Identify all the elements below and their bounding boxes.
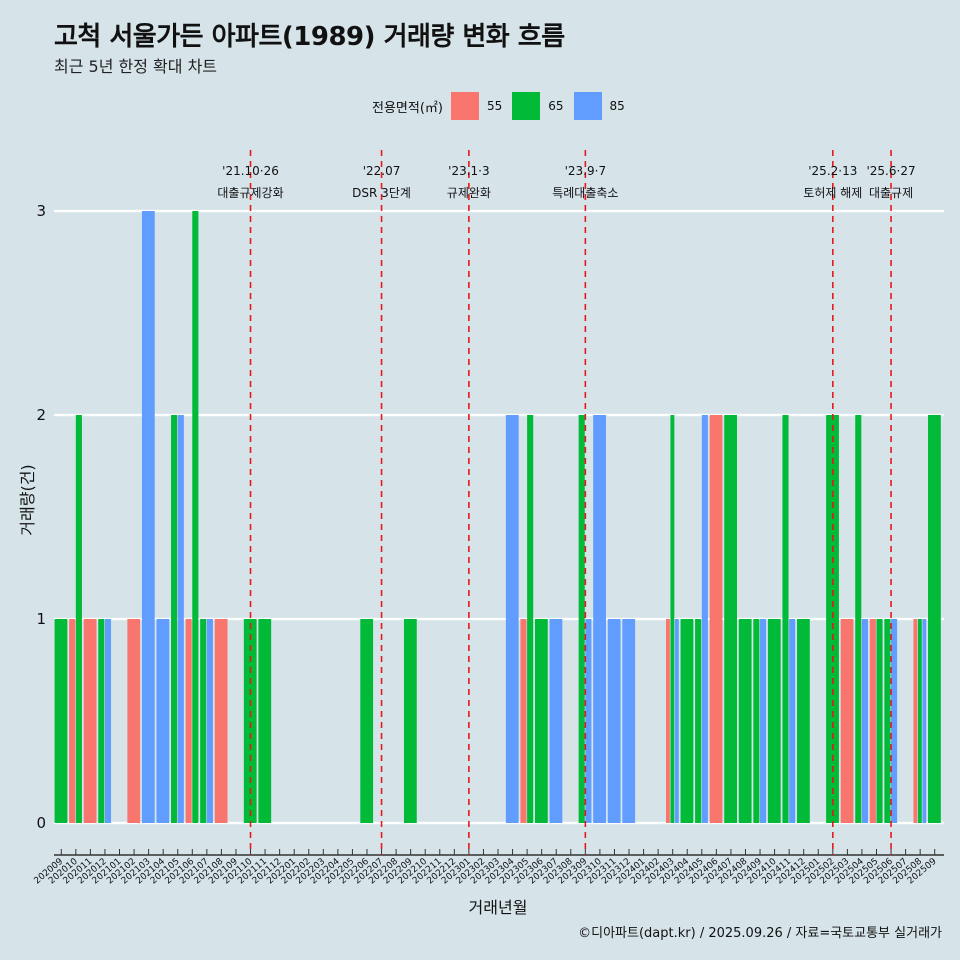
- bar-202403-55: [665, 619, 670, 823]
- bar-202305-65: [527, 415, 534, 823]
- bar-202310-85: [593, 415, 606, 823]
- bar-202106-65: [192, 211, 199, 823]
- bar-202409-65: [753, 619, 760, 823]
- legend-label-55: 55: [486, 99, 503, 113]
- annotation-date-202506: '25.6·27: [866, 164, 915, 178]
- annotation-label-202110: 대출규제강화: [217, 186, 283, 200]
- bar-202010-65: [75, 415, 82, 823]
- bar-202404-65: [680, 619, 694, 823]
- bar-202306-65: [534, 619, 548, 823]
- bar-202312-85: [622, 619, 636, 823]
- y-tick-label-3: 3: [36, 202, 46, 220]
- bar-202509-65: [928, 415, 941, 823]
- bar-202104-85: [156, 619, 170, 823]
- annotation-label-202309: 특례대출축소: [552, 186, 618, 200]
- bar-202508-65: [917, 619, 922, 823]
- annotation-label-202207: DSR 3단계: [352, 186, 411, 200]
- bar-202411-85: [789, 619, 796, 823]
- bar-202307-85: [549, 619, 563, 823]
- annotation-date-202110: '21.10·26: [222, 164, 279, 178]
- y-tick-label-1: 1: [36, 610, 46, 628]
- bar-202009-65: [54, 619, 68, 823]
- bar-202506-65: [884, 619, 891, 823]
- bar-202411-65: [782, 415, 789, 823]
- bar-202508-55: [913, 619, 918, 823]
- bar-202502-65: [826, 415, 839, 823]
- bar-202107-85: [206, 619, 213, 823]
- chart-subtitle: 최근 5년 한정 확대 차트: [54, 57, 218, 76]
- bar-202108-55: [214, 619, 228, 823]
- annotation-label-202502: 토허제 해제: [803, 186, 862, 200]
- bar-202010-55: [69, 619, 76, 823]
- annotation-label-202301: 규제완화: [447, 186, 491, 200]
- bar-202505-55: [869, 619, 876, 823]
- bar-202403-65: [670, 415, 675, 823]
- bar-202311-85: [607, 619, 621, 823]
- bar-202102-55: [127, 619, 141, 823]
- annotation-date-202207: '22.07: [363, 164, 401, 178]
- bar-202412-65: [797, 619, 810, 823]
- legend-item-85: 85: [573, 92, 625, 120]
- bar-202405-65: [695, 619, 702, 823]
- y-tick-label-2: 2: [36, 406, 46, 424]
- x-axis-label: 거래년월: [469, 898, 528, 917]
- legend-title: 전용면적(㎡): [372, 100, 443, 116]
- bar-202011-55: [83, 619, 97, 823]
- bar-202504-65: [855, 415, 862, 823]
- legend-item-65: 65: [512, 92, 564, 120]
- bar-202103-85: [141, 211, 155, 823]
- source-caption: ©디아파트(dapt.kr) / 2025.09.26 / 자료=국토교통부 실…: [578, 926, 942, 941]
- y-tick-label-0: 0: [36, 814, 46, 832]
- bar-202012-65: [98, 619, 105, 823]
- bar-202504-85: [861, 619, 869, 823]
- chart-title: 고척 서울가든 아파트(1989) 거래량 변화 흐름: [54, 22, 565, 52]
- bar-202505-65: [876, 619, 883, 823]
- annotation-date-202301: '23.1·3: [448, 164, 489, 178]
- bar-202111-65: [258, 619, 272, 823]
- bar-202506-85: [891, 619, 898, 823]
- bar-202406-55: [709, 415, 723, 823]
- bar-202508-85: [922, 619, 927, 823]
- bar-202405-85: [701, 415, 708, 823]
- bar-202110-65: [243, 619, 257, 823]
- bar-202106-55: [185, 619, 192, 823]
- legend-swatch-55: [450, 92, 479, 120]
- bar-202403-85: [674, 619, 679, 823]
- bar-202105-65: [171, 415, 178, 823]
- legend-swatch-65: [512, 92, 541, 120]
- bar-202305-55: [520, 619, 527, 823]
- bar-202309-85: [585, 619, 592, 823]
- bar-202503-55: [840, 619, 854, 823]
- legend-swatch-85: [573, 92, 602, 120]
- y-axis-label: 거래량(건): [18, 464, 37, 535]
- bar-202012-85: [104, 619, 112, 823]
- legend: 전용면적(㎡) 55 65 85: [372, 92, 635, 120]
- bar-202409-85: [760, 619, 767, 823]
- legend-item-55: 55: [450, 92, 503, 120]
- bar-202107-65: [200, 619, 207, 823]
- bar-202304-85: [505, 415, 519, 823]
- annotation-date-202309: '23.9·7: [565, 164, 606, 178]
- bar-202407-65: [724, 415, 738, 823]
- legend-label-85: 85: [609, 99, 625, 113]
- bar-202209-65: [403, 619, 417, 823]
- bar-202410-65: [767, 619, 781, 823]
- annotation-label-202506: 대출규제: [869, 186, 913, 200]
- legend-label-65: 65: [548, 99, 564, 113]
- bar-202408-65: [738, 619, 752, 823]
- bar-202105-85: [177, 415, 184, 823]
- annotation-date-202502: '25.2·13: [808, 164, 857, 178]
- bar-202309-65: [578, 415, 585, 823]
- bar-202206-65: [360, 619, 374, 823]
